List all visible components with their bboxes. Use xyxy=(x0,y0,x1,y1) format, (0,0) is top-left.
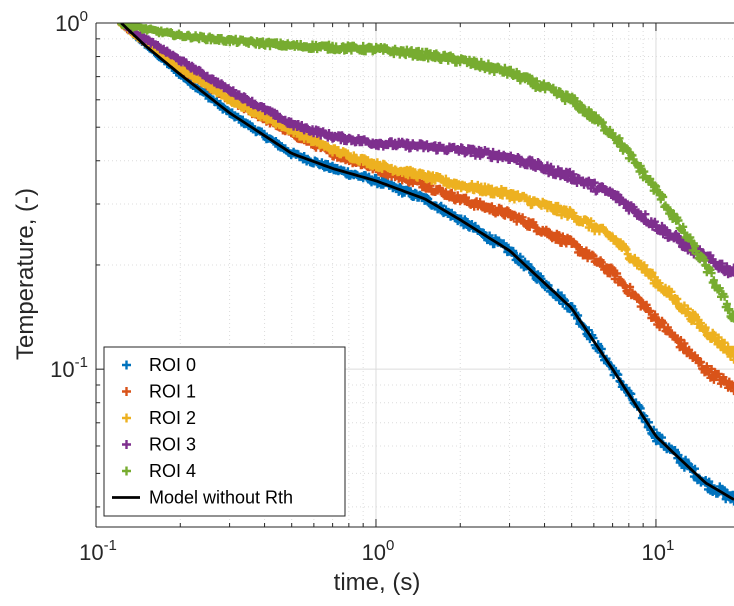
legend-entry: ROI 2 xyxy=(122,408,196,428)
x-tick-label: 101 xyxy=(642,537,675,565)
legend-label: ROI 3 xyxy=(149,435,196,455)
legend-label: ROI 4 xyxy=(149,461,196,481)
series-roi-4 xyxy=(117,23,734,323)
data-point xyxy=(608,233,617,242)
data-point xyxy=(371,160,380,169)
data-point xyxy=(567,239,576,248)
data-point xyxy=(505,153,514,162)
legend: ROI 0 ROI 1 ROI 2 ROI 3 ROI 4 Model without R… xyxy=(103,346,346,517)
data-point xyxy=(141,25,150,34)
legend-box xyxy=(103,346,346,517)
y-tick-label: 10-1 xyxy=(50,354,88,382)
data-point xyxy=(225,86,234,95)
grid xyxy=(95,22,734,527)
data-point xyxy=(608,190,617,199)
data-point xyxy=(456,145,465,154)
data-point xyxy=(567,172,576,181)
data-point xyxy=(141,34,150,43)
data-point xyxy=(225,95,234,104)
legend-marker xyxy=(122,466,131,476)
data-point xyxy=(701,365,710,374)
data-point xyxy=(701,325,710,334)
data-point xyxy=(730,384,734,393)
data-point xyxy=(730,314,734,323)
data-point xyxy=(730,350,734,359)
data-point xyxy=(505,210,514,219)
data-point xyxy=(371,139,380,148)
data-point xyxy=(421,50,430,59)
legend-marker xyxy=(122,413,131,423)
data-point xyxy=(328,132,337,141)
data-point xyxy=(701,260,710,269)
data-point xyxy=(567,95,576,104)
legend-entry: ROI 1 xyxy=(122,382,196,402)
data-point xyxy=(651,185,660,194)
data-point xyxy=(328,43,337,52)
x-axis-label: time, (s) xyxy=(334,569,421,596)
axes: 10-1 100 101 10-1 100 xyxy=(50,8,734,565)
legend-marker xyxy=(122,440,131,449)
legend-marker xyxy=(122,387,131,396)
data-point xyxy=(651,276,660,285)
legend-entry: ROI 4 xyxy=(122,461,196,481)
legend-label: ROI 1 xyxy=(149,382,196,402)
data-point xyxy=(505,190,514,199)
data-point xyxy=(456,195,465,204)
plot-area xyxy=(117,23,734,506)
x-tick-label: 100 xyxy=(362,537,395,565)
data-marker xyxy=(117,23,734,323)
data-point xyxy=(651,221,660,230)
data-point xyxy=(456,56,465,65)
data-point xyxy=(651,314,660,323)
legend-label: ROI 2 xyxy=(149,408,196,428)
legend-entry: ROI 3 xyxy=(122,435,196,455)
model-line xyxy=(120,23,734,501)
data-point xyxy=(421,142,430,151)
data-point xyxy=(176,31,185,40)
data-point xyxy=(287,120,296,129)
data-point xyxy=(421,172,430,181)
data-point xyxy=(608,268,617,277)
data-point xyxy=(287,41,296,50)
data-point xyxy=(117,23,126,27)
data-point xyxy=(225,36,234,45)
x-tick-label: 10-1 xyxy=(79,537,117,565)
legend-entry: ROI 0 xyxy=(122,355,196,375)
y-axis-label: Temperature, (-) xyxy=(12,188,39,360)
legend-label: Model without Rth xyxy=(149,488,293,508)
data-point xyxy=(176,56,185,65)
data-point xyxy=(505,68,514,77)
legend-label: ROI 0 xyxy=(149,355,196,375)
legend-entry: Model without Rth xyxy=(112,488,293,508)
y-tick-label: 100 xyxy=(55,8,88,36)
data-point xyxy=(730,268,734,277)
data-point xyxy=(567,210,576,219)
legend-marker xyxy=(122,360,131,370)
data-point xyxy=(608,129,617,138)
data-point xyxy=(371,45,380,54)
data-point xyxy=(328,145,337,154)
data-point xyxy=(456,181,465,190)
